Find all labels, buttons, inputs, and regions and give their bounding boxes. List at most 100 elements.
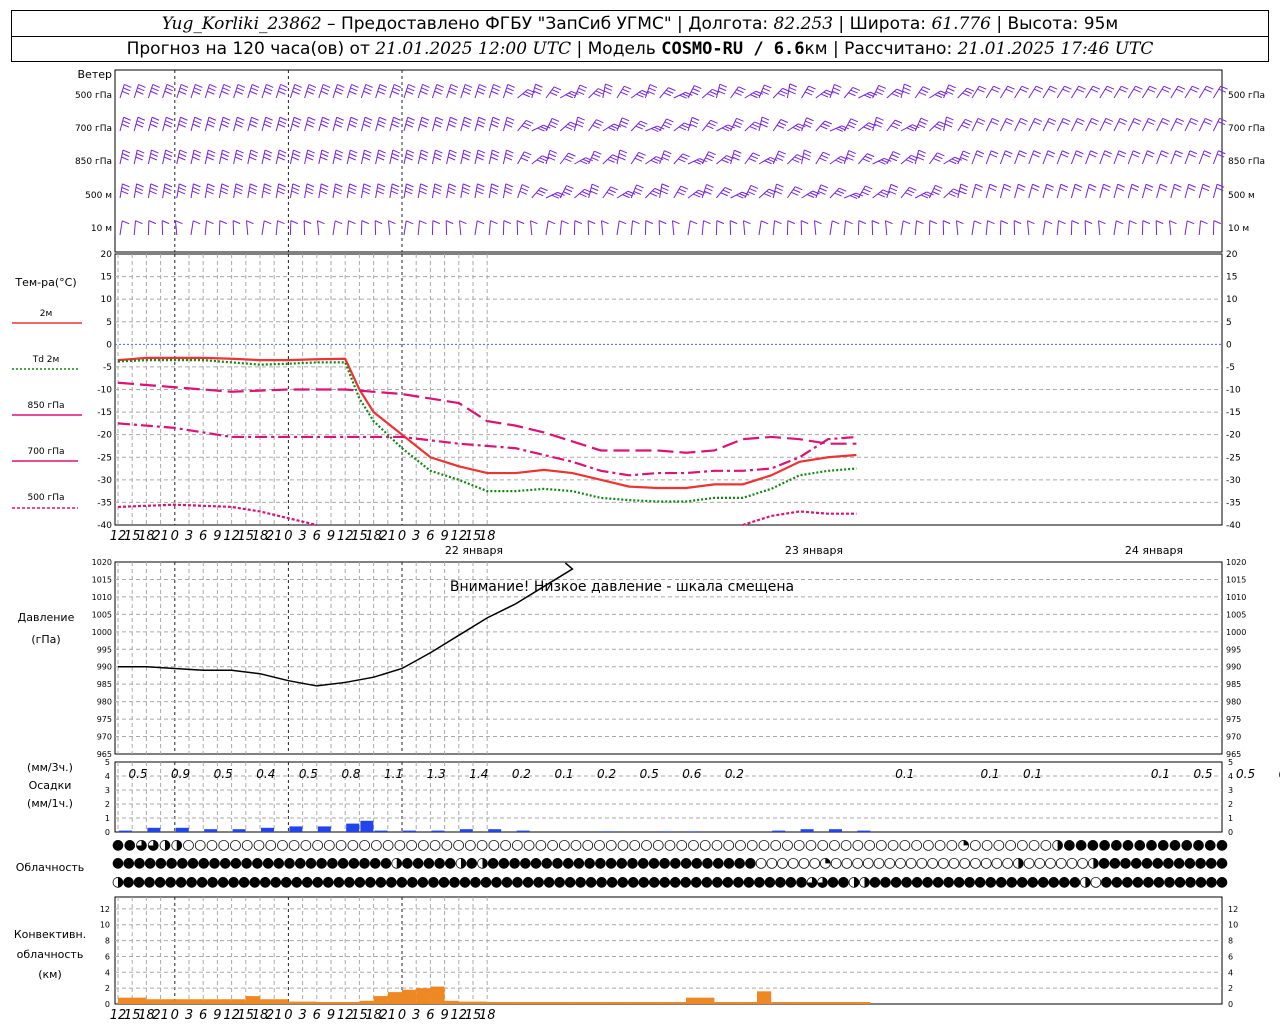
wind-barb-feather [493,84,501,88]
wind-barb-feather [576,91,585,95]
wind-barb-staff [559,121,571,132]
cloud-symbol: ● [774,874,786,890]
wind-barb-staff [985,150,992,165]
wind-barb [744,152,761,165]
cloud-symbol: ○ [830,855,842,871]
wind-barb-feather [447,190,455,195]
cloud-symbol: ● [943,874,955,890]
wind-barb-feather [291,190,299,195]
wind-barb-staff [1127,184,1133,199]
wind-panel-frame [114,69,1223,253]
cloud-symbol: ○ [734,837,746,853]
cloud-symbol: ○ [347,837,359,853]
wind-barb-feather [1105,117,1114,122]
wind-barb-staff [245,220,249,236]
cloud-symbol: ● [380,855,392,871]
cloud-symbol: ○ [206,837,218,853]
wind-barb-feather [521,184,530,189]
wind-barb-feather [988,187,997,192]
wind-barb-feather [405,90,414,95]
wind-barb-feather [407,116,415,121]
wind-barb-feather [121,156,129,161]
wind-barb-feather [165,149,173,154]
wind-barb-feather [1033,150,1041,155]
wind-barb-feather [917,124,926,129]
precip-tick-label-right: 3 [1228,786,1233,795]
wind-level-500m-right: 500 м [1228,191,1255,201]
precip-tick-label: 4 [105,772,110,781]
time-tick-label: 9 [440,529,448,544]
wind-barb [261,116,273,132]
wind-barb-staff [999,150,1006,165]
wind-barb-feather [135,220,143,225]
precip-amount-label: 0.5 [1236,767,1255,781]
time-tick-label: 6 [199,529,207,544]
wind-barb-feather [249,186,257,191]
wind-barb [957,183,969,199]
wind-barb-feather [135,156,143,161]
cloud-symbol: ● [444,855,456,871]
wind-barb-staff [928,152,938,165]
wind-barb-staff [529,220,533,236]
wind-barb-feather [1116,187,1124,192]
wind-barb [190,84,203,99]
cloud-symbol: ○ [676,837,688,853]
wind-barb-staff [1056,184,1062,199]
wind-barb-feather [250,87,259,92]
wind-barb-feather [378,120,386,125]
wind-barb-feather [393,116,401,121]
temp-series-line [117,422,857,477]
wind-barb [943,84,956,99]
wind-barb-feather [1148,117,1156,122]
wind-barb [218,220,228,236]
cloud-symbol: ◑ [171,837,183,853]
precip-bar [147,827,161,832]
wind-barb-feather [738,86,746,91]
cloud-symbol: ● [900,874,912,890]
wind-barb [843,150,856,165]
time-tick-label: 12 [451,529,468,544]
wind-barb [318,84,331,99]
wind-barb-feather [653,157,661,162]
wind-barb-feather [761,120,769,124]
wind-barb [332,220,343,236]
wind-barb-feather [875,120,883,125]
wind-barb-staff [204,117,210,132]
wind-barb-feather [1135,85,1143,90]
wind-barb [829,84,842,99]
wind-barb-feather [321,149,330,154]
cloud-symbol: ○ [959,855,971,871]
wind-barb-staff [985,85,994,99]
wind-barb-feather [748,158,757,162]
cloud-symbol: ● [417,874,429,890]
wind-barb-feather [492,116,501,121]
wind-barb [587,220,596,236]
temp-tick-label-right: 20 [1226,250,1238,260]
wind-barb-staff [403,220,407,236]
wind-barb-feather [406,149,415,154]
wind-barb [1056,85,1072,99]
wind-barb-feather [1035,85,1044,90]
legend-700-label: 700 гПа [27,447,64,457]
wind-barb-feather [568,152,576,157]
wind-barb-feather [618,153,627,157]
cloud-symbol: ◑ [455,855,467,871]
wind-barb [147,84,160,99]
convective-bar [742,1002,757,1004]
wind-barb-feather [847,153,855,158]
wind-barb-feather [778,150,786,155]
wind-barb-feather [610,125,619,130]
convective-bar [359,1000,374,1004]
wind-barb-feather [178,123,186,128]
wind-barb-feather [193,153,201,157]
wind-barb [502,84,515,99]
wind-barb-feather [1142,220,1151,225]
wind-barb-feather [627,190,636,195]
time-tick-label-bottom: 21 [266,1008,283,1023]
wind-barb-feather [977,88,985,93]
wind-barb-feather [476,123,485,128]
precip-bar [658,831,672,832]
wind-barb-staff [403,117,409,132]
cloud-symbol: ● [312,874,324,890]
wind-barb-feather [123,116,131,121]
